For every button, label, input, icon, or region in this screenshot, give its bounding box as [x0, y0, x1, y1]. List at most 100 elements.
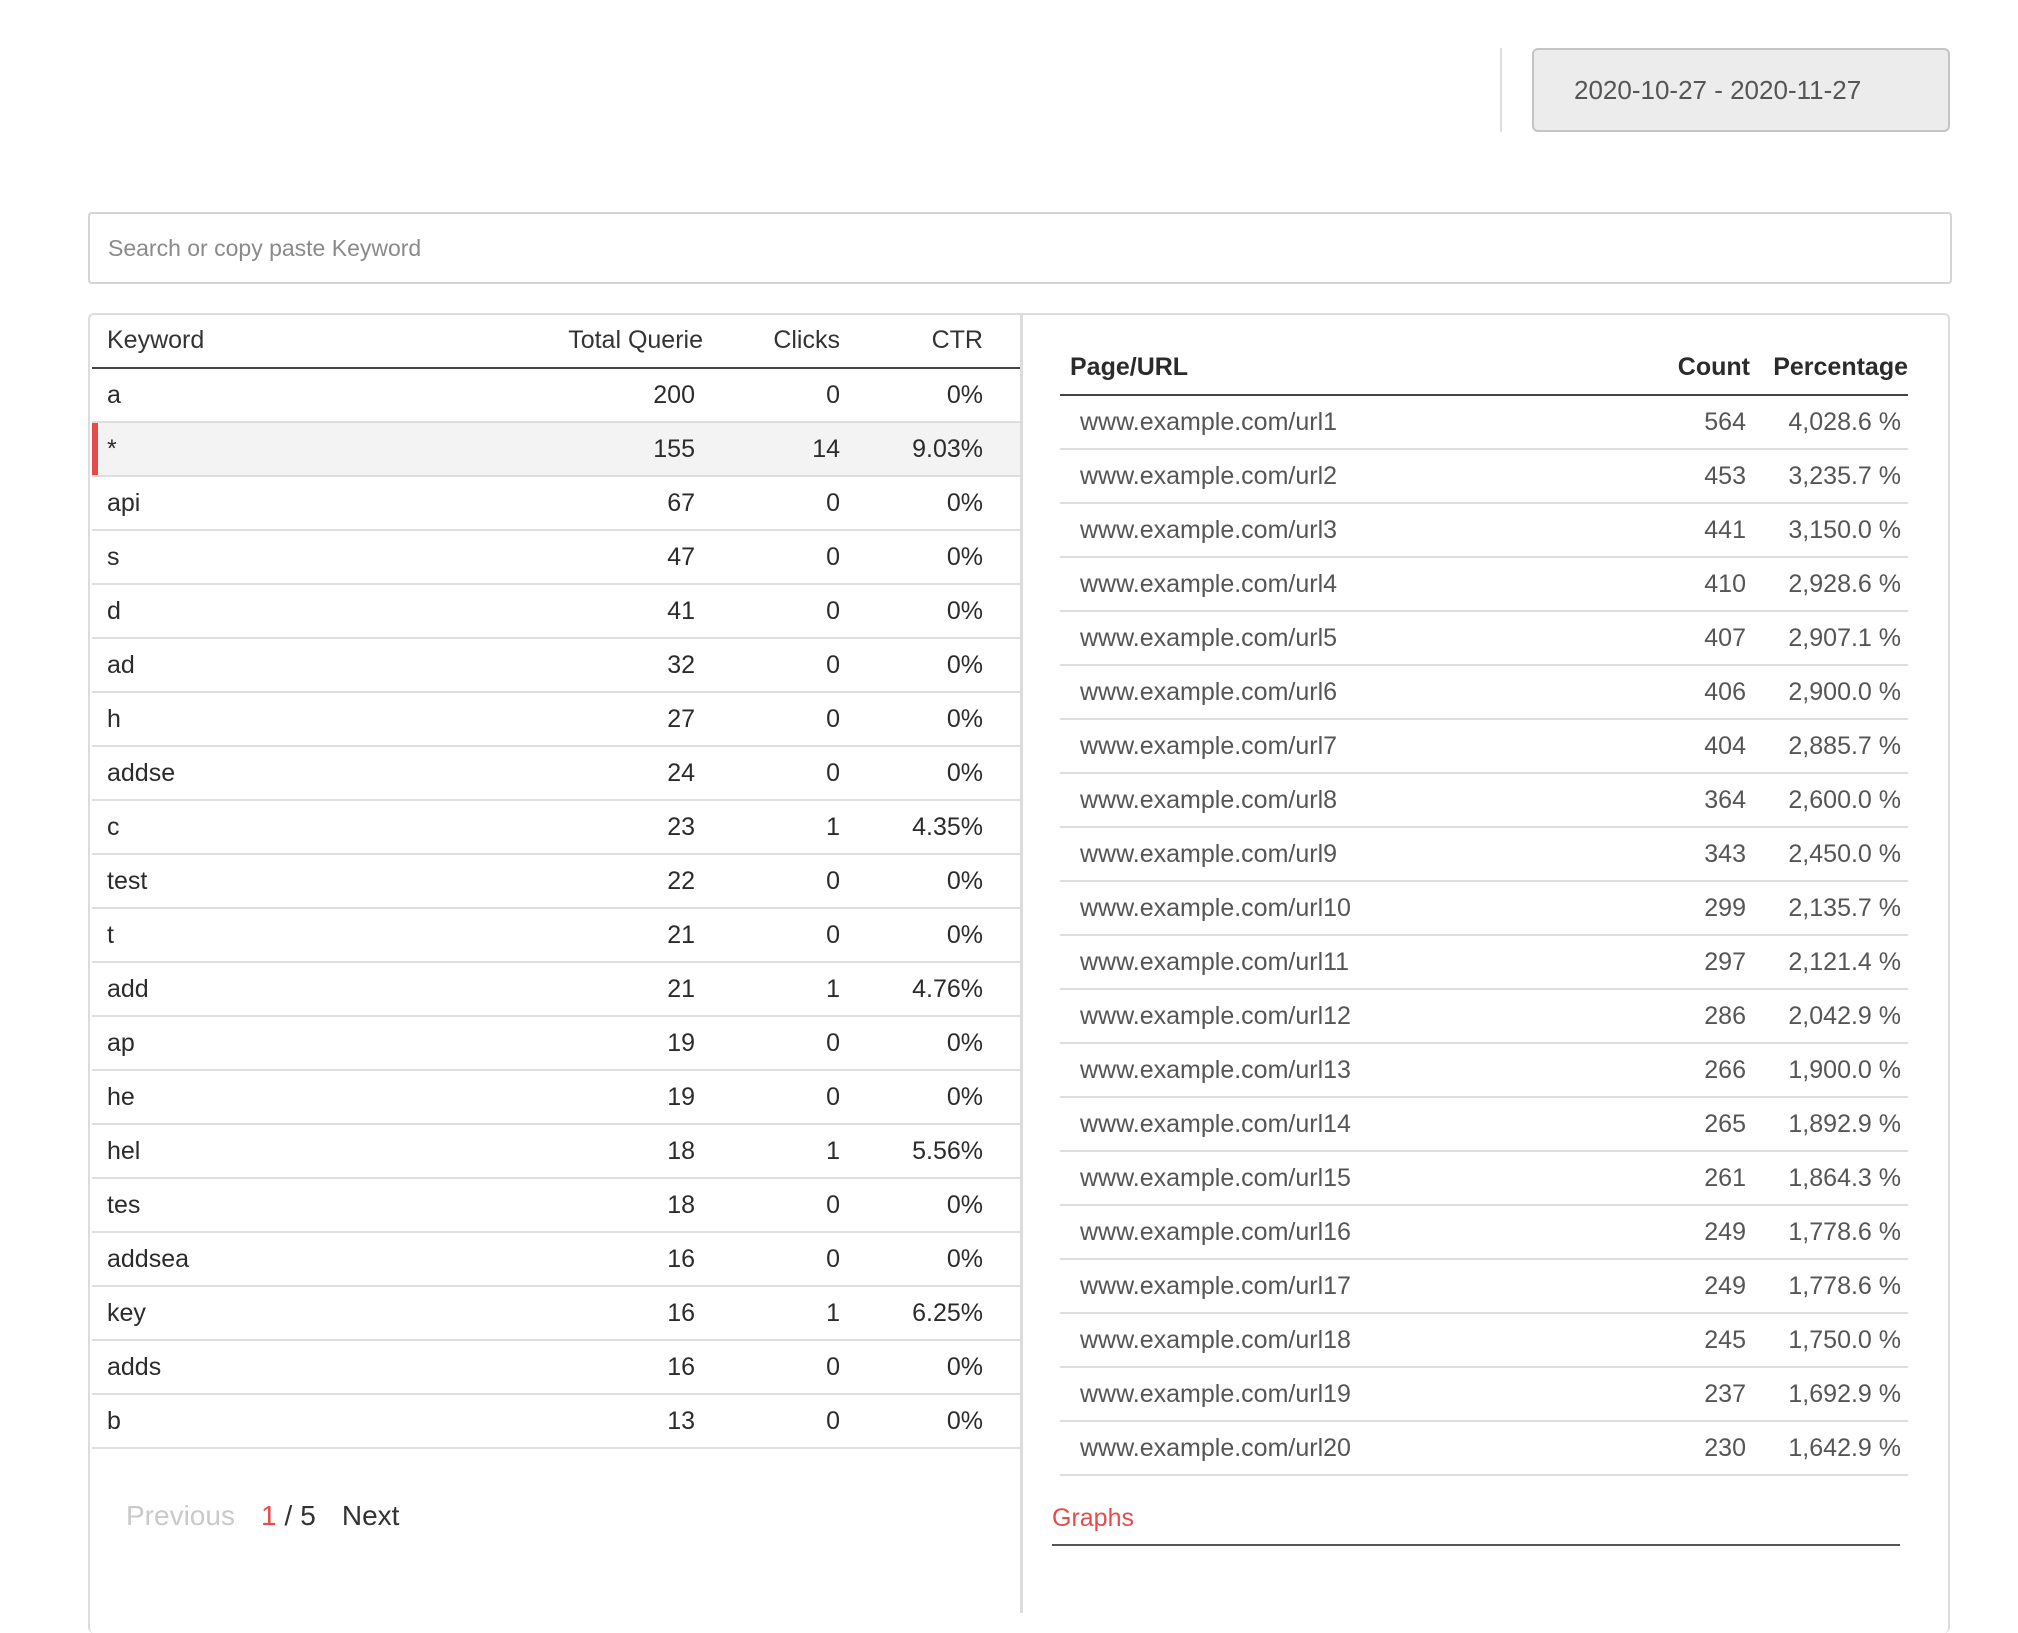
- url-cell: www.example.com/url17: [1080, 1271, 1351, 1300]
- total-queries-cell: 24: [667, 758, 695, 787]
- table-row[interactable]: s 47 0 0%: [92, 531, 1020, 585]
- table-row[interactable]: www.example.com/url5 407 2,907.1 %: [1060, 612, 1908, 666]
- url-cell: www.example.com/url15: [1080, 1163, 1351, 1192]
- total-queries-cell: 22: [667, 866, 695, 895]
- table-row[interactable]: adds 16 0 0%: [92, 1341, 1020, 1395]
- keyword-cell: ap: [107, 1028, 135, 1057]
- col-header-total-queries[interactable]: Total Querie: [568, 325, 703, 354]
- table-row[interactable]: www.example.com/url15 261 1,864.3 %: [1060, 1152, 1908, 1206]
- keyword-search-input[interactable]: [88, 212, 1952, 284]
- table-row[interactable]: add 21 1 4.76%: [92, 963, 1020, 1017]
- percentage-cell: 1,692.9 %: [1788, 1379, 1901, 1408]
- total-queries-cell: 67: [667, 488, 695, 517]
- total-pages: 5: [300, 1500, 316, 1531]
- table-row[interactable]: addsea 16 0 0%: [92, 1233, 1020, 1287]
- ctr-cell: 0%: [946, 1082, 983, 1111]
- percentage-cell: 2,450.0 %: [1788, 839, 1901, 868]
- ctr-cell: 0%: [946, 1190, 983, 1219]
- table-row[interactable]: t 21 0 0%: [92, 909, 1020, 963]
- clicks-cell: 0: [826, 1190, 840, 1219]
- total-queries-cell: 19: [667, 1028, 695, 1057]
- table-row[interactable]: test 22 0 0%: [92, 855, 1020, 909]
- table-row[interactable]: www.example.com/url11 297 2,121.4 %: [1060, 936, 1908, 990]
- keyword-table-body: a 200 0 0% * 155 14 9.03% api 67 0 0% s 47 0 0% d 41 0 0% ad…: [92, 369, 1020, 1449]
- table-row[interactable]: * 155 14 9.03%: [92, 423, 1020, 477]
- url-table-body: www.example.com/url1 564 4,028.6 % www.exam…: [1060, 396, 1908, 1476]
- table-row[interactable]: www.example.com/url13 266 1,900.0 %: [1060, 1044, 1908, 1098]
- keyword-cell: addse: [107, 758, 176, 787]
- col-header-keyword[interactable]: Keyword: [107, 325, 205, 354]
- table-row[interactable]: www.example.com/url19 237 1,692.9 %: [1060, 1368, 1908, 1422]
- table-row[interactable]: www.example.com/url8 364 2,600.0 %: [1060, 774, 1908, 828]
- table-row[interactable]: www.example.com/url12 286 2,042.9 %: [1060, 990, 1908, 1044]
- percentage-cell: 2,900.0 %: [1788, 677, 1901, 706]
- date-range-picker[interactable]: 2020-10-27 - 2020-11-27: [1532, 48, 1950, 132]
- col-header-page-url: Page/URL: [1070, 352, 1189, 381]
- table-row[interactable]: a 200 0 0%: [92, 369, 1020, 423]
- table-row[interactable]: www.example.com/url2 453 3,235.7 %: [1060, 450, 1908, 504]
- clicks-cell: 0: [826, 488, 840, 517]
- total-queries-cell: 200: [653, 380, 695, 409]
- table-row[interactable]: ad 32 0 0%: [92, 639, 1020, 693]
- url-cell: www.example.com/url9: [1080, 839, 1338, 868]
- table-row[interactable]: key 16 1 6.25%: [92, 1287, 1020, 1341]
- table-row[interactable]: b 13 0 0%: [92, 1395, 1020, 1449]
- graphs-tab[interactable]: Graphs: [1052, 1504, 1134, 1532]
- clicks-cell: 0: [826, 380, 840, 409]
- url-cell: www.example.com/url20: [1080, 1433, 1351, 1462]
- ctr-cell: 5.56%: [912, 1136, 983, 1165]
- keyword-cell: add: [107, 974, 149, 1003]
- ctr-cell: 4.35%: [912, 812, 983, 841]
- count-cell: 299: [1704, 893, 1746, 922]
- table-row[interactable]: h 27 0 0%: [92, 693, 1020, 747]
- clicks-cell: 0: [826, 1406, 840, 1435]
- url-cell: www.example.com/url11: [1080, 947, 1350, 976]
- table-row[interactable]: d 41 0 0%: [92, 585, 1020, 639]
- url-table-header: Page/URL Count Percentage: [1060, 340, 1908, 396]
- count-cell: 230: [1704, 1433, 1746, 1462]
- table-row[interactable]: tes 18 0 0%: [92, 1179, 1020, 1233]
- col-header-clicks[interactable]: Clicks: [773, 325, 840, 354]
- table-row[interactable]: www.example.com/url7 404 2,885.7 %: [1060, 720, 1908, 774]
- percentage-cell: 1,750.0 %: [1788, 1325, 1901, 1354]
- previous-page-button[interactable]: Previous: [126, 1500, 235, 1531]
- table-row[interactable]: www.example.com/url1 564 4,028.6 %: [1060, 396, 1908, 450]
- table-row[interactable]: www.example.com/url4 410 2,928.6 %: [1060, 558, 1908, 612]
- table-row[interactable]: he 19 0 0%: [92, 1071, 1020, 1125]
- table-row[interactable]: www.example.com/url10 299 2,135.7 %: [1060, 882, 1908, 936]
- table-row[interactable]: www.example.com/url17 249 1,778.6 %: [1060, 1260, 1908, 1314]
- table-row[interactable]: www.example.com/url3 441 3,150.0 %: [1060, 504, 1908, 558]
- next-page-button[interactable]: Next: [341, 1500, 400, 1531]
- table-row[interactable]: ap 19 0 0%: [92, 1017, 1020, 1071]
- table-row[interactable]: www.example.com/url9 343 2,450.0 %: [1060, 828, 1908, 882]
- keyword-cell: ad: [107, 650, 135, 679]
- total-queries-cell: 16: [667, 1352, 695, 1381]
- count-cell: 249: [1704, 1271, 1746, 1300]
- total-queries-cell: 21: [667, 920, 695, 949]
- count-cell: 406: [1704, 677, 1746, 706]
- table-row[interactable]: www.example.com/url14 265 1,892.9 %: [1060, 1098, 1908, 1152]
- table-row[interactable]: hel 18 1 5.56%: [92, 1125, 1020, 1179]
- col-header-ctr[interactable]: CTR: [931, 325, 983, 354]
- table-row[interactable]: c 23 1 4.35%: [92, 801, 1020, 855]
- ctr-cell: 0%: [946, 758, 983, 787]
- table-row[interactable]: www.example.com/url16 249 1,778.6 %: [1060, 1206, 1908, 1260]
- percentage-cell: 3,150.0 %: [1788, 515, 1901, 544]
- table-row[interactable]: api 67 0 0%: [92, 477, 1020, 531]
- ctr-cell: 0%: [946, 704, 983, 733]
- url-cell: www.example.com/url5: [1080, 623, 1338, 652]
- table-row[interactable]: www.example.com/url6 406 2,900.0 %: [1060, 666, 1908, 720]
- clicks-cell: 0: [826, 1028, 840, 1057]
- clicks-cell: 0: [826, 920, 840, 949]
- ctr-cell: 0%: [946, 1244, 983, 1273]
- table-row[interactable]: www.example.com/url20 230 1,642.9 %: [1060, 1422, 1908, 1476]
- keyword-cell: test: [107, 866, 148, 895]
- current-page: 1: [260, 1500, 277, 1531]
- table-row[interactable]: addse 24 0 0%: [92, 747, 1020, 801]
- count-cell: 453: [1704, 461, 1746, 490]
- clicks-cell: 0: [826, 1352, 840, 1381]
- clicks-cell: 0: [826, 704, 840, 733]
- percentage-cell: 2,042.9 %: [1788, 1001, 1901, 1030]
- count-cell: 364: [1704, 785, 1746, 814]
- table-row[interactable]: www.example.com/url18 245 1,750.0 %: [1060, 1314, 1908, 1368]
